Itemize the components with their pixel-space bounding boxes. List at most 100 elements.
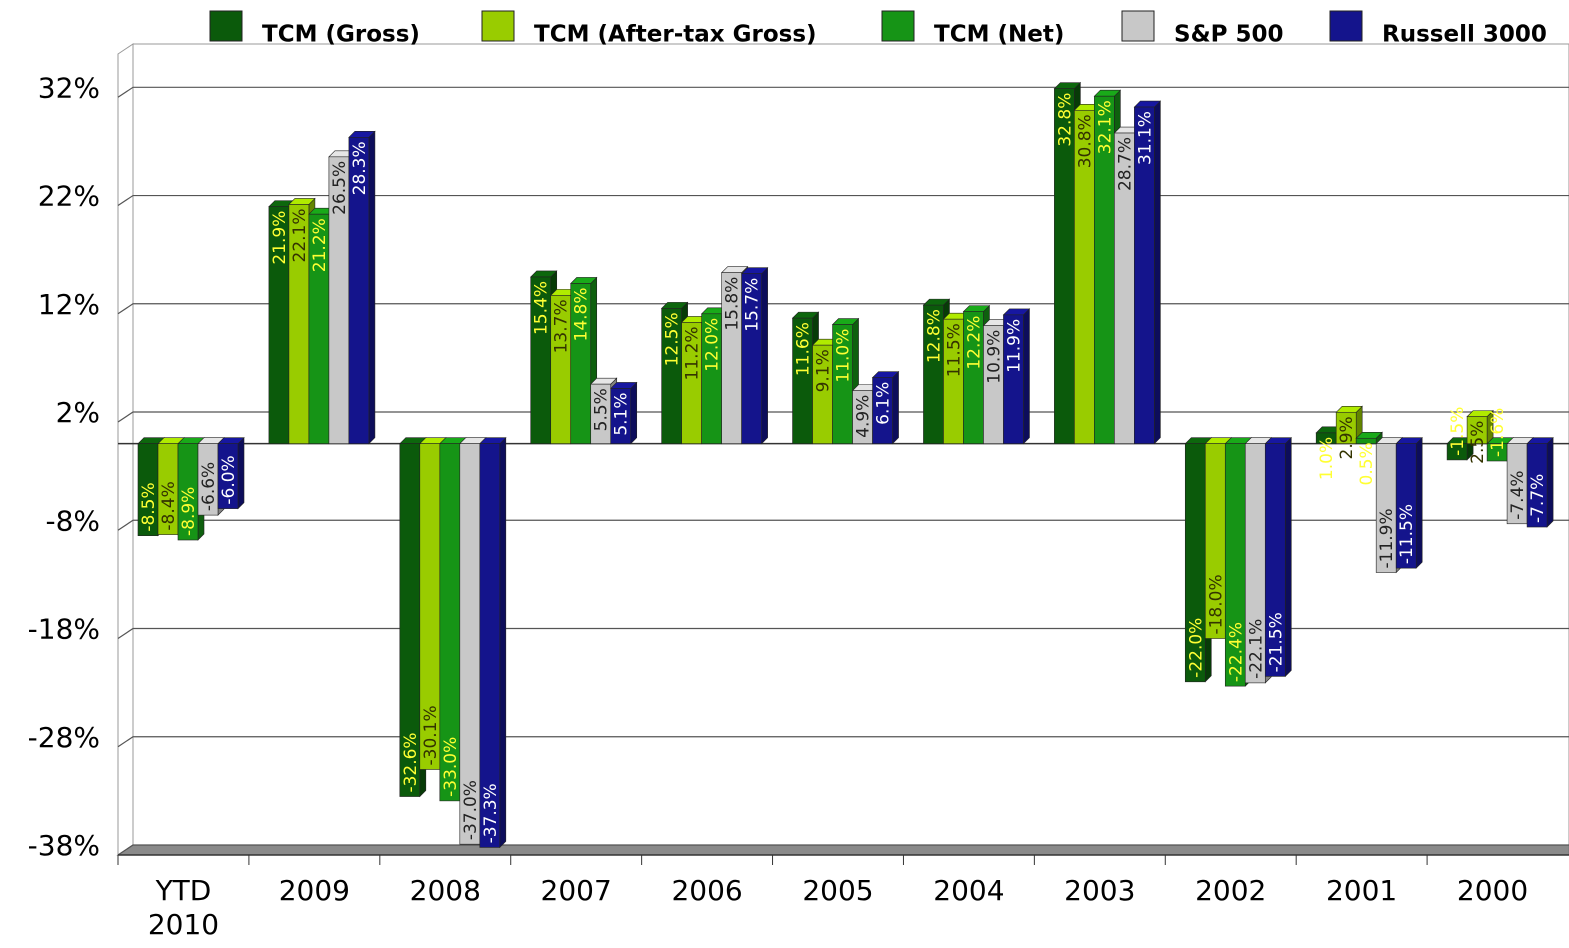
x-tick-label: 2008 <box>409 874 481 907</box>
bar <box>348 137 370 444</box>
data-label: 6.1% <box>874 382 894 425</box>
floor <box>116 844 1569 856</box>
legend-label: S&P 500 <box>1174 22 1284 48</box>
data-label: 32.1% <box>1095 100 1115 154</box>
bar <box>610 388 632 444</box>
x-tick-label: 2006 <box>671 874 743 907</box>
data-label: 11.6% <box>794 322 814 376</box>
data-label: 15.7% <box>743 278 763 332</box>
data-label: -22.4% <box>1226 622 1246 682</box>
bar <box>1466 416 1488 444</box>
data-label: 0.5% <box>1357 442 1377 485</box>
legend-label: TCM (Gross) <box>262 22 420 48</box>
data-label: 30.8% <box>1075 114 1095 168</box>
data-label: -7.4% <box>1508 470 1528 519</box>
data-label: 21.9% <box>270 211 290 265</box>
y-tick-label: -8% <box>45 504 100 537</box>
bar <box>1003 314 1024 444</box>
grid-line <box>117 519 1569 531</box>
x-tick-label: 2002 <box>1195 874 1267 907</box>
data-label: -21.5% <box>1266 612 1286 672</box>
data-label: -11.9% <box>1377 508 1397 568</box>
bar <box>570 283 592 444</box>
data-label: -33.0% <box>441 737 461 797</box>
data-label: 32.8% <box>1055 93 1075 147</box>
data-label: 5.5% <box>592 388 612 431</box>
bar <box>1526 443 1548 528</box>
data-label: 10.9% <box>984 330 1004 384</box>
data-label: 12.2% <box>964 316 984 370</box>
data-label: -8.4% <box>159 481 179 530</box>
data-label: -1.6% <box>1488 408 1508 457</box>
data-label: 9.1% <box>814 349 834 392</box>
data-label: 22.1% <box>290 208 310 262</box>
data-label: -7.7% <box>1528 474 1548 523</box>
data-label: 26.5% <box>330 161 350 215</box>
data-label: -1.5% <box>1448 407 1468 456</box>
data-label: 11.2% <box>683 326 703 380</box>
data-label: -30.1% <box>421 705 441 765</box>
data-label: 1.0% <box>1317 437 1337 480</box>
legend-swatch <box>881 10 915 42</box>
grid-line <box>117 86 1569 98</box>
data-label: -22.1% <box>1246 619 1266 679</box>
bar <box>1395 443 1417 569</box>
x-tick-label: 2000 <box>1456 874 1529 907</box>
data-label: 14.8% <box>572 287 592 341</box>
data-label: -8.5% <box>139 482 159 531</box>
side-wall <box>117 43 134 856</box>
data-label: 2.5% <box>1468 421 1488 464</box>
legend-label: TCM (After-tax Gross) <box>534 22 817 48</box>
y-tick-label: -18% <box>28 613 100 646</box>
bar <box>1355 437 1377 444</box>
data-label: 15.8% <box>723 277 743 331</box>
legend-label: TCM (Net) <box>934 22 1064 48</box>
legend-swatch <box>209 10 243 42</box>
y-tick-label: 2% <box>56 396 100 429</box>
legend-label: Russell 3000 <box>1382 22 1547 48</box>
bar <box>479 443 501 848</box>
data-label: 31.1% <box>1135 111 1155 165</box>
legend-swatch <box>481 10 515 42</box>
x-tick-label: 2005 <box>802 874 874 907</box>
data-label: 12.8% <box>924 309 944 363</box>
data-label: 28.7% <box>1115 137 1135 191</box>
bar <box>872 377 893 444</box>
data-label: -37.0% <box>461 780 481 840</box>
data-label: -32.6% <box>401 732 421 792</box>
data-label: 15.4% <box>532 281 552 335</box>
grid-line <box>117 844 1569 856</box>
data-label: -18.0% <box>1206 574 1226 634</box>
bar <box>217 443 239 509</box>
data-label: 11.9% <box>1004 319 1024 373</box>
data-label: -6.0% <box>219 455 239 504</box>
data-label: -11.5% <box>1397 504 1417 564</box>
y-tick-label: -28% <box>28 721 100 754</box>
data-label: 5.1% <box>612 392 632 435</box>
data-label: -8.9% <box>179 487 199 536</box>
data-label: 28.3% <box>350 141 370 195</box>
bar <box>741 273 762 444</box>
bar <box>832 324 853 444</box>
x-tick-label: 2003 <box>1064 874 1136 907</box>
data-label: 12.0% <box>703 318 723 372</box>
data-label: 2.9% <box>1337 416 1357 459</box>
data-label: 11.0% <box>834 329 854 383</box>
y-tick-label: 12% <box>38 288 100 321</box>
x-tick-label: 2009 <box>278 874 350 907</box>
data-label: 13.7% <box>552 299 572 353</box>
data-label: -22.0% <box>1186 618 1206 678</box>
y-tick-label: 22% <box>38 180 100 213</box>
y-tick-label: 32% <box>38 71 100 104</box>
bar <box>1446 443 1468 461</box>
x-tick-label: 2001 <box>1325 874 1398 907</box>
data-label: -6.6% <box>199 462 219 511</box>
x-tick-label: 2004 <box>933 874 1005 907</box>
data-label: 11.5% <box>944 323 964 377</box>
bar <box>1335 411 1357 444</box>
data-label: 4.9% <box>854 395 874 438</box>
x-tick-label: YTD 2010 <box>147 874 220 941</box>
data-label: 12.5% <box>663 312 683 366</box>
